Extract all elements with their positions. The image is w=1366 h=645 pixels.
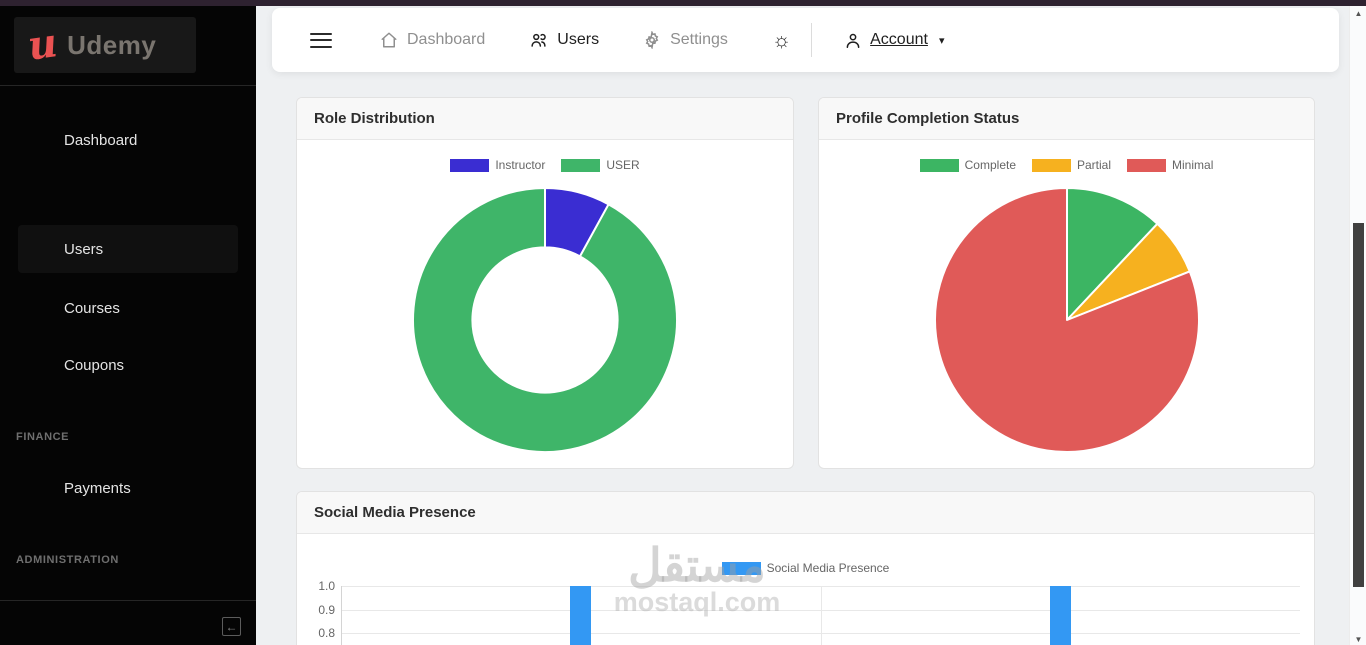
collapse-sidebar-button[interactable]: ← — [222, 617, 241, 636]
y-axis-tick-label: 1.0 — [318, 579, 335, 593]
gridline-vertical — [820, 586, 822, 645]
chart-legend: Instructor USER — [297, 158, 793, 172]
card-body: Complete Partial Minimal — [819, 140, 1314, 468]
y-axis-line — [341, 586, 342, 645]
theme-toggle-sun-icon[interactable]: ☼ — [771, 28, 792, 52]
legend-label: Complete — [964, 158, 1016, 172]
nav-item-users[interactable]: Users — [529, 31, 599, 49]
chart-slice — [1065, 187, 1158, 321]
legend-label: Instructor — [495, 158, 546, 172]
legend-label: Social Media Presence — [766, 561, 890, 575]
legend-swatch — [450, 158, 490, 172]
sidebar-footer-divider — [0, 600, 256, 601]
nav-item-dashboard[interactable]: Dashboard — [380, 31, 485, 49]
sidebar-item-label: Coupons — [64, 356, 125, 374]
chevron-down-icon: ▾ — [938, 34, 945, 47]
legend-item[interactable]: Social Media Presence — [721, 561, 890, 575]
account-label: Account — [870, 31, 928, 48]
legend-item[interactable]: Minimal — [1127, 158, 1213, 172]
legend-label: Partial — [1077, 158, 1112, 172]
legend-swatch — [1032, 158, 1071, 172]
chart-slice — [412, 187, 678, 453]
sidebar-item-payments[interactable]: Payments — [18, 464, 238, 512]
udemy-logo[interactable]: u Udemy — [14, 17, 196, 73]
nav-item-settings[interactable]: Settings — [643, 31, 728, 49]
card-title: Role Distribution — [314, 110, 435, 127]
legend-swatch — [919, 158, 959, 172]
sidebar-item-users[interactable]: Users — [18, 225, 238, 273]
card-header: Profile Completion Status — [819, 98, 1314, 140]
legend-label: USER — [606, 158, 640, 172]
main-content: Dashboard Users Settings ☼ Account ▾ Rol… — [256, 0, 1349, 645]
legend-swatch — [561, 158, 601, 172]
card-header: Role Distribution — [297, 98, 793, 140]
nav-item-label: Settings — [670, 31, 728, 48]
legend-item[interactable]: Partial — [1032, 158, 1111, 172]
card-title: Social Media Presence — [314, 504, 476, 521]
pie-chart — [933, 186, 1201, 459]
chart-legend: Social Media Presence — [297, 561, 1314, 575]
legend-item[interactable]: Complete — [919, 158, 1016, 172]
y-axis-tick-label: 0.8 — [318, 626, 335, 640]
chart-legend: Complete Partial Minimal — [819, 158, 1314, 172]
home-icon — [381, 32, 397, 48]
udemy-logo-text: Udemy — [67, 29, 157, 60]
users-icon — [531, 33, 547, 47]
sidebar-item-coupons[interactable]: Coupons — [18, 341, 238, 389]
legend-swatch — [1127, 158, 1167, 172]
sidebar-divider — [0, 85, 256, 86]
collapse-sidebar-icon: ← — [225, 619, 238, 634]
card-body: Social Media Presence 1.0 0.9 0.8 — [297, 534, 1314, 645]
account-person-icon — [846, 33, 860, 48]
sidebar-item-dashboard[interactable]: Dashboard — [18, 116, 238, 164]
legend-item[interactable]: USER — [561, 158, 640, 172]
nav-item-label: Users — [557, 31, 600, 48]
card-title: Profile Completion Status — [836, 110, 1020, 127]
y-axis-tick-label: 0.9 — [318, 602, 335, 617]
sidebar-item-label: Dashboard — [64, 131, 138, 149]
bar-chart: 1.0 0.9 0.8 — [297, 534, 1314, 645]
profile-completion-card: Profile Completion Status Complete Partia… — [818, 97, 1315, 469]
account-menu[interactable]: Account ▾ — [844, 31, 944, 50]
scroll-up-icon[interactable]: ▲ — [1354, 8, 1363, 18]
gear-icon — [645, 31, 659, 49]
hamburger-menu-icon[interactable] — [310, 32, 332, 48]
bar — [570, 586, 592, 645]
sidebar-section-administration: ADMINISTRATION — [16, 554, 119, 566]
social-media-card: Social Media Presence Social Media Prese… — [296, 491, 1315, 645]
browser-top-strip — [0, 0, 1366, 6]
chart-slice — [933, 187, 1200, 453]
card-header: Social Media Presence — [297, 492, 1314, 534]
sidebar-item-courses[interactable]: Courses — [18, 284, 238, 332]
vertical-scrollbar[interactable]: ▲ ▼ — [1349, 0, 1366, 645]
legend-item[interactable]: Instructor — [450, 158, 545, 172]
sidebar: u Udemy Dashboard Users Courses Coupons … — [0, 0, 256, 645]
doughnut-chart — [411, 186, 679, 459]
sidebar-item-label: Courses — [64, 299, 120, 317]
bar — [1049, 586, 1071, 645]
udemy-logo-icon: u — [24, 19, 61, 70]
legend-label: Minimal — [1172, 158, 1214, 172]
sidebar-section-finance: FINANCE — [16, 431, 70, 443]
scrollbar-thumb[interactable] — [1353, 223, 1364, 587]
role-distribution-card: Role Distribution Instructor USER — [296, 97, 794, 469]
card-body: Instructor USER — [297, 140, 793, 468]
nav-item-label: Dashboard — [407, 31, 486, 48]
scroll-down-icon[interactable]: ▼ — [1354, 634, 1363, 644]
navbar-divider — [811, 23, 813, 57]
sidebar-item-label: Users — [64, 240, 104, 258]
sidebar-item-label: Payments — [64, 479, 131, 497]
top-navbar: Dashboard Users Settings ☼ Account ▾ — [272, 8, 1339, 72]
legend-swatch — [721, 561, 761, 575]
